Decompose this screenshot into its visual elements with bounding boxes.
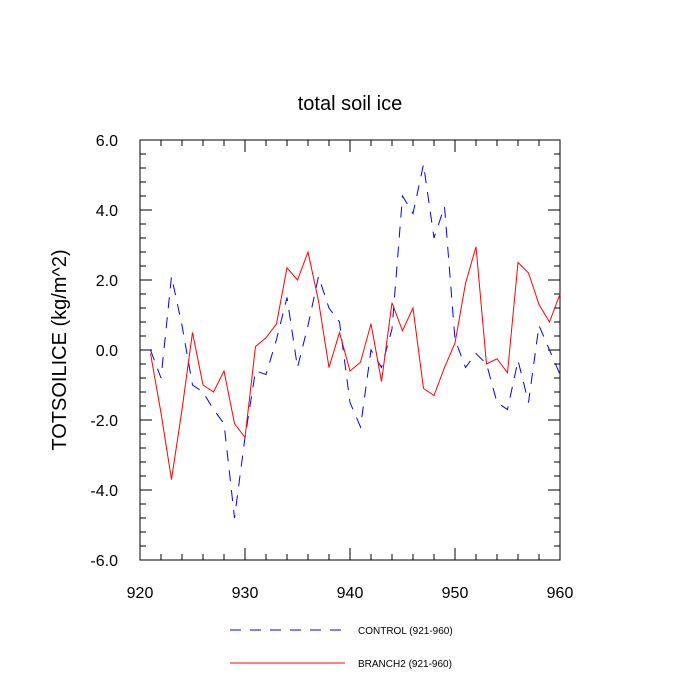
y-tick-label: -6.0 bbox=[90, 553, 118, 570]
y-tick-label: 2.0 bbox=[96, 273, 118, 290]
axis-tick-labels: 920 930 940 950 960 -6.0 -4.0 -2.0 0.0 2.0 4.0 6.0 bbox=[90, 133, 573, 602]
series-line-branch2 bbox=[151, 247, 561, 480]
x-tick-label: 920 bbox=[127, 585, 154, 602]
x-tick-label: 950 bbox=[442, 585, 469, 602]
legend-label: CONTROL (921-960) bbox=[358, 626, 453, 637]
legend-label: BRANCH2 (921-960) bbox=[358, 659, 452, 670]
x-tick-label: 930 bbox=[232, 585, 259, 602]
series-line-control bbox=[151, 165, 561, 519]
x-tick-label: 940 bbox=[337, 585, 364, 602]
y-axis-label: TOTSOILICE (kg/m^2) bbox=[49, 249, 71, 450]
x-tick-label: 960 bbox=[547, 585, 574, 602]
y-tick-label: -4.0 bbox=[90, 483, 118, 500]
y-tick-label: -2.0 bbox=[90, 413, 118, 430]
axis-ticks bbox=[140, 140, 560, 560]
chart-title: total soil ice bbox=[298, 93, 403, 115]
legend: CONTROL (921-960) BRANCH2 (921-960) bbox=[230, 626, 453, 670]
series-lines bbox=[151, 165, 561, 519]
y-tick-label: 0.0 bbox=[96, 343, 118, 360]
y-tick-label: 4.0 bbox=[96, 203, 118, 220]
y-tick-label: 6.0 bbox=[96, 133, 118, 150]
plot-frame bbox=[140, 140, 560, 560]
